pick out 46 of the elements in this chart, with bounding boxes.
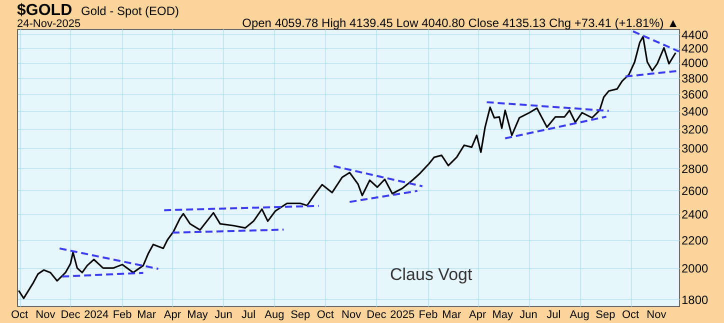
x-tick-label: Feb — [112, 309, 132, 321]
x-tick-label: Aug — [264, 309, 284, 321]
x-tick-label: 2025 — [390, 309, 415, 321]
chart-subtitle: Gold - Spot (EOD) — [81, 4, 180, 18]
x-tick-label: Apr — [468, 309, 486, 321]
x-tick-label: Jun — [520, 309, 538, 321]
annotation: Claus Vogt — [390, 265, 472, 284]
x-tick-label: Jul — [546, 309, 561, 321]
x-tick-label: Nov — [342, 309, 362, 321]
y-tick-label: 2000 — [682, 262, 709, 276]
y-tick-label: 2200 — [682, 233, 709, 248]
x-tick-label: Mar — [442, 309, 462, 321]
x-tick-label: 2024 — [84, 309, 109, 321]
y-tick-label: 4400 — [682, 28, 709, 42]
y-tick-label: 1800 — [682, 292, 709, 307]
x-tick-label: Dec — [366, 309, 387, 321]
chart-title: $GOLD — [17, 2, 72, 19]
x-tick-label: Oct — [316, 309, 334, 321]
y-tick-label: 3400 — [682, 104, 709, 118]
x-tick-label: Jul — [242, 309, 256, 321]
x-tick-label: Mar — [137, 309, 156, 321]
y-tick-label: 3000 — [682, 141, 709, 156]
annotation: 24-Nov-2025 — [17, 18, 81, 30]
x-tick-label: Apr — [164, 309, 182, 321]
y-tick-label: 4200 — [682, 42, 709, 56]
x-tick-label: May — [492, 309, 514, 321]
x-tick-label: Feb — [418, 309, 438, 321]
x-tick-label: Nov — [646, 309, 667, 321]
y-tick-label: 2600 — [682, 184, 709, 198]
y-tick-label: 2800 — [682, 162, 709, 176]
x-tick-label: Dec — [60, 309, 81, 321]
x-tick-label: Sep — [596, 309, 616, 321]
y-tick-label: 3200 — [682, 122, 709, 136]
x-tick-label: Aug — [570, 309, 590, 321]
y-tick-label: 3800 — [682, 71, 709, 86]
x-tick-label: May — [187, 309, 208, 321]
x-tick-label: Sep — [290, 309, 310, 321]
line-series — [18, 36, 676, 300]
x-tick-label: Nov — [36, 309, 56, 321]
x-tick-label: Oct — [10, 309, 28, 321]
annotation: Open 4059.78 High 4139.45 Low 4040.80 Close 4135.13 Chg +73.41 (+1.81%) ▲ — [242, 16, 679, 30]
x-tick-label: Oct — [622, 309, 640, 321]
y-tick-label: 2400 — [682, 208, 709, 222]
x-tick-label: Jun — [214, 309, 232, 321]
y-tick-label: 3600 — [682, 87, 709, 102]
y-tick-label: 4000 — [682, 56, 709, 70]
